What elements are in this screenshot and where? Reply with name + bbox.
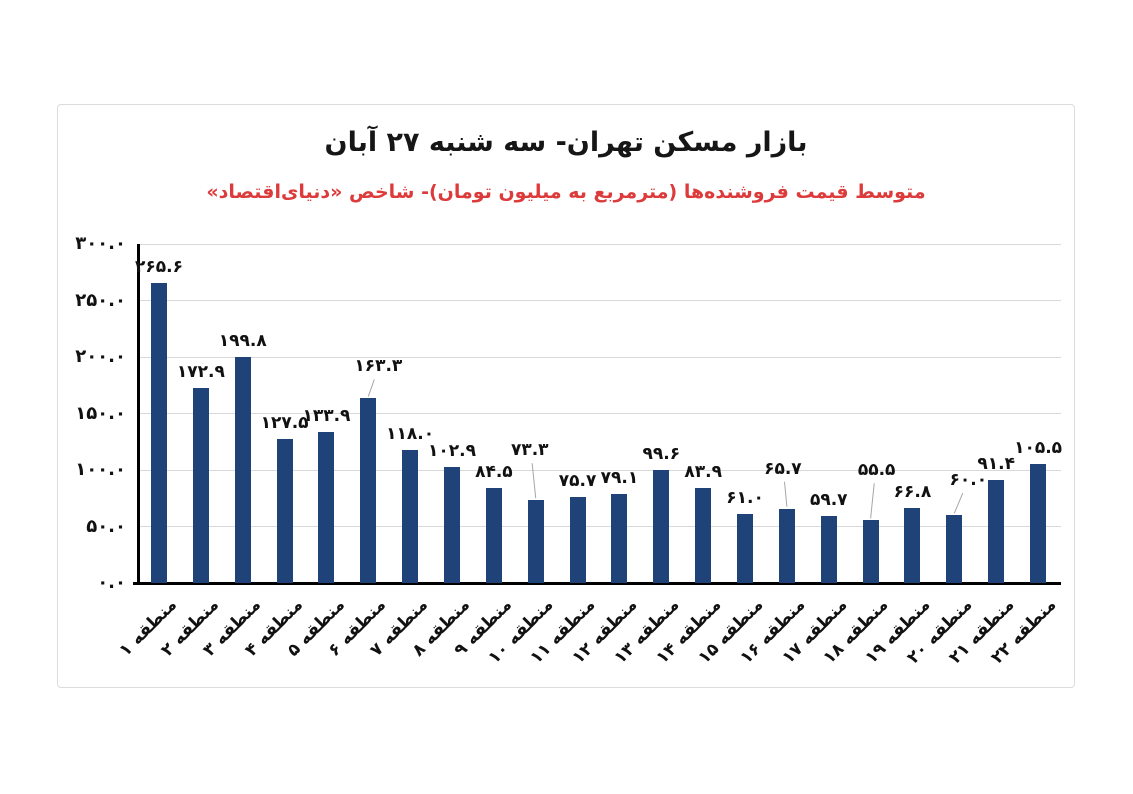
y-axis-tick-label: ۲۰۰.۰ [75, 346, 126, 367]
bar [151, 282, 167, 583]
bar-value-label: ۹۱.۴ [977, 453, 1015, 474]
y-axis-tick-label: ۵۰.۰ [86, 515, 126, 537]
chart-subtitle: متوسط قیمت فروشنده‌ها (مترمربع به میلیون… [206, 181, 926, 203]
bar [862, 520, 879, 583]
bar [192, 387, 209, 583]
y-axis-tick-label: ۲۵۰.۰ [75, 289, 126, 311]
bar [318, 431, 335, 583]
gridline [138, 469, 1061, 471]
bar-value-label: ۸۳.۹ [684, 462, 722, 483]
bar-value-label: ۱۰۲.۹ [428, 440, 476, 461]
bar [611, 493, 628, 583]
gridline [138, 300, 1061, 301]
bar-value-label: ۱۱۸.۰ [386, 423, 435, 444]
bar [820, 515, 837, 583]
bar [569, 497, 586, 583]
bar-value-label: ۵۵.۵ [857, 460, 896, 481]
bar [276, 438, 293, 583]
bar-value-label: ۷۳.۳ [510, 440, 549, 461]
y-axis-tick-label: ۰.۰ [97, 572, 126, 593]
bar [737, 514, 754, 583]
bar-value-label: ۹۹.۶ [642, 444, 681, 465]
bar-value-label: ۱۶۳.۳ [354, 356, 403, 377]
bar-value-label: ۶۵.۷ [764, 458, 802, 479]
y-axis-tick-label: ۳۰۰.۰ [75, 233, 126, 254]
bar [778, 508, 795, 583]
bar-value-label: ۱۳۳.۹ [302, 405, 351, 426]
y-axis-tick-label: ۱۰۰.۰ [75, 459, 126, 480]
bar [653, 470, 670, 583]
bar-value-label: ۶۰.۰ [949, 470, 988, 491]
plot-area: ۳۰۰.۰ ۲۵۰.۰ ۲۰۰.۰ ۱۵۰.۰ ۱۰۰.۰ ۵۰.۰ ۰.۰ ۲۶۵.۶ منط… [58, 105, 1074, 687]
gridline [138, 413, 1061, 414]
bar [946, 515, 963, 583]
gridline [138, 356, 1061, 358]
bar-value-label: ۲۶۵.۶ [135, 256, 183, 277]
chart-title: بازار مسکن تهران- سه شنبه ۲۷ آبان [324, 127, 808, 158]
bar-value-label: ۱۹۹.۸ [218, 331, 267, 352]
leader-line [367, 379, 375, 397]
chart-frame: بازار مسکن تهران- سه شنبه ۲۷ آبان متوسط … [57, 104, 1075, 688]
bar-value-label: ۶۱.۰ [726, 488, 764, 509]
bar-value-label: ۱۰۵.۵ [1014, 437, 1063, 458]
bar [988, 479, 1005, 583]
y-axis-tick-label: ۱۵۰.۰ [75, 402, 126, 424]
bar [695, 488, 712, 583]
bar [485, 487, 502, 583]
gridline [138, 526, 1061, 527]
gridline [138, 243, 1061, 245]
bar-value-label: ۸۴.۵ [475, 461, 513, 482]
bar-value-label: ۶۶.۸ [893, 481, 932, 502]
bar [402, 449, 419, 583]
bar-value-label: ۷۹.۱ [600, 467, 639, 488]
y-axis-line [137, 244, 140, 583]
x-axis-line [133, 582, 1061, 585]
bar [1030, 463, 1047, 583]
bar-value-label: ۵۹.۷ [809, 489, 848, 510]
bar-value-label: ۱۷۲.۹ [176, 361, 225, 382]
bar [904, 507, 921, 583]
bar [234, 357, 251, 583]
bar [527, 500, 544, 583]
bar-value-label: ۷۵.۷ [558, 471, 597, 492]
bar-value-label: ۱۲۷.۵ [260, 412, 309, 433]
bar [444, 466, 461, 583]
bar [360, 398, 377, 583]
